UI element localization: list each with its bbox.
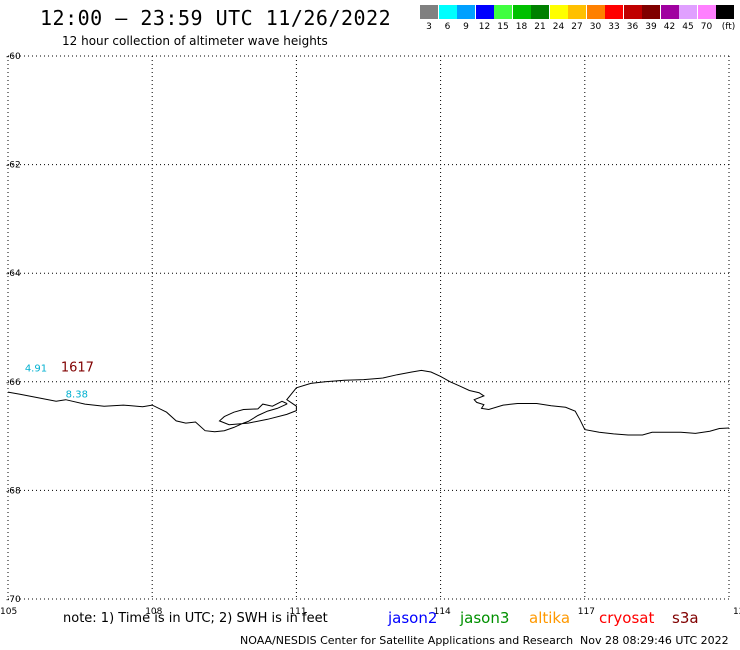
legend-swatch (494, 5, 512, 19)
legend-label: 24 (552, 22, 565, 32)
legend-label: 27 (571, 22, 583, 32)
x-tick-label: 117 (578, 607, 595, 617)
x-tick-label: 105 (0, 607, 17, 617)
satellite-label: jason3 (460, 609, 510, 627)
legend-swatch (697, 5, 716, 19)
legend-swatch (586, 5, 605, 19)
x-tick-label: 120 (733, 607, 740, 617)
legend-swatch (420, 5, 438, 19)
legend-swatch (623, 5, 642, 19)
legend-swatch (531, 5, 549, 19)
satellite-label: s3a (672, 609, 699, 627)
footer-note: note: 1) Time is in UTC; 2) SWH is in fe… (63, 611, 328, 626)
legend-swatch (457, 5, 475, 19)
x-tick-label: 111 (289, 607, 306, 617)
footer-timestamp: Nov 28 08:29:46 UTC 2022 (580, 634, 729, 647)
legend-swatch (438, 5, 457, 19)
x-tick-label: 114 (434, 607, 451, 617)
y-tick-label: -70 (6, 595, 21, 605)
legend-label: 18 (515, 22, 528, 32)
legend-swatch (475, 5, 494, 19)
y-tick-label: -66 (6, 378, 21, 388)
legend-label: 39 (645, 22, 657, 32)
y-tick-label: -64 (6, 269, 21, 279)
legend-label: 12 (478, 22, 491, 32)
data-label: 8.38 (66, 390, 88, 401)
data-label: 1617 (61, 360, 94, 375)
legend-unit: (ft) (721, 22, 736, 32)
satellite-label: jason2 (388, 609, 438, 627)
y-tick-label: -60 (6, 52, 21, 62)
legend-label: 70 (700, 22, 713, 32)
legend-label: 42 (663, 22, 676, 32)
satellite-label: cryosat (599, 609, 655, 627)
legend-label: 3 (426, 22, 432, 32)
legend-label: 9 (463, 22, 469, 32)
legend-swatch (642, 5, 660, 19)
legend-swatch (679, 5, 697, 19)
legend-label: 36 (626, 22, 639, 32)
legend-label: 30 (589, 22, 602, 32)
legend-swatch (568, 5, 586, 19)
coastline-line (7, 369, 730, 436)
legend-swatch (512, 5, 531, 19)
legend-label: 33 (608, 22, 620, 32)
page-subtitle: 12 hour collection of altimeter wave hei… (62, 34, 328, 48)
legend-label: 45 (682, 22, 694, 32)
legend-swatch (605, 5, 623, 19)
y-tick-label: -68 (6, 486, 21, 496)
data-label: 4.91 (25, 363, 47, 374)
x-tick-label: 108 (145, 607, 162, 617)
y-tick-label: -62 (6, 161, 21, 171)
legend-swatch (660, 5, 679, 19)
legend-label: 21 (534, 22, 546, 32)
legend-swatch (716, 5, 734, 19)
page-title: 12:00 – 23:59 UTC 11/26/2022 (40, 6, 392, 30)
footer-credit: NOAA/NESDIS Center for Satellite Applica… (240, 634, 574, 647)
satellite-label: altika (529, 609, 571, 627)
legend-label: 6 (444, 22, 451, 32)
legend-label: 15 (497, 22, 509, 32)
legend-swatch (549, 5, 568, 19)
